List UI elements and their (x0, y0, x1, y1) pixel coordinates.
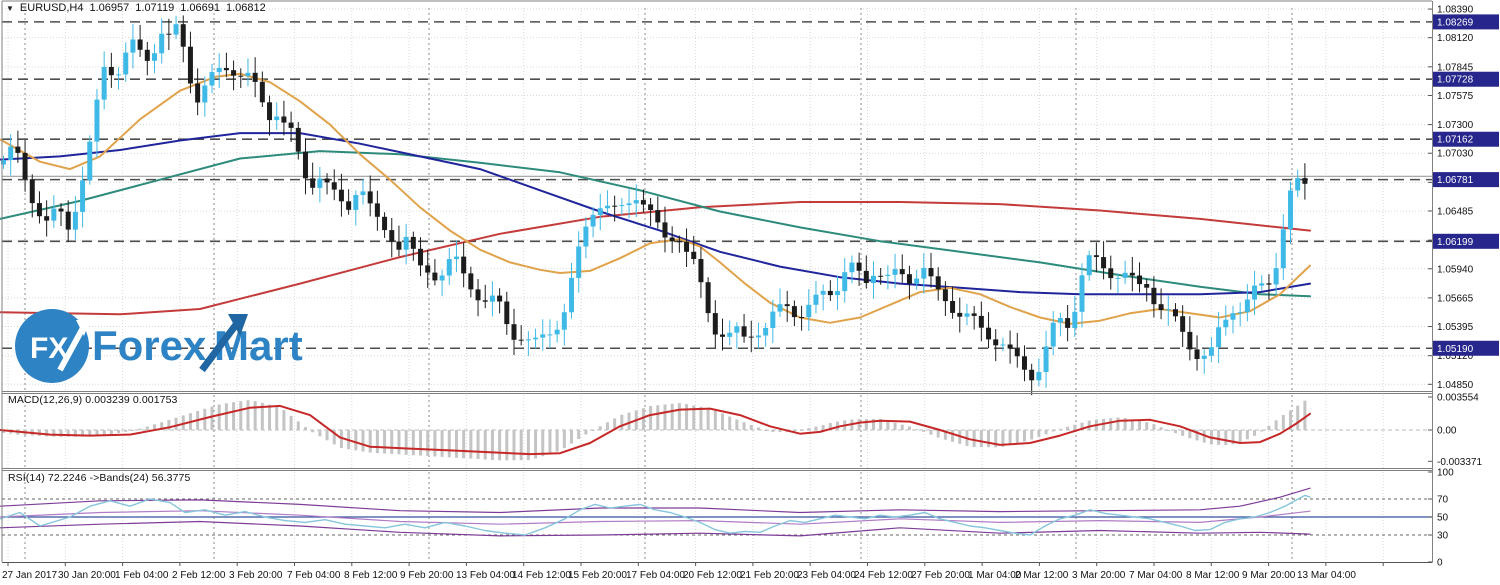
price-tag-label: 1.06199 (1437, 237, 1474, 248)
rsi-axis-label: 100 (1437, 468, 1454, 479)
time-axis-label: 13 Mar 04:00 (1297, 570, 1356, 581)
macd-axis-label: 0.00 (1437, 426, 1457, 437)
time-axis-label: 9 Mar 20:00 (1242, 570, 1296, 581)
time-axis-label: 13 Feb 04:00 (456, 570, 515, 581)
time-axis-label: 23 Feb 04:00 (797, 570, 856, 581)
price-axis-label: 1.08390 (1437, 5, 1474, 16)
macd-axis-label: -0.003371 (1437, 457, 1482, 468)
price-axis-label: 1.07030 (1437, 149, 1474, 160)
ma-orange (0, 72, 1311, 325)
time-axis-label: 21 Feb 20:00 (740, 570, 799, 581)
rsi-band-upper (0, 487, 1311, 514)
brand-arrow-icon (199, 314, 248, 373)
price-axis-label: 1.04850 (1437, 380, 1474, 391)
price-axis-label: 1.07300 (1437, 120, 1474, 131)
rsi-band-middle (0, 510, 1311, 525)
time-axis-label: 17 Feb 04:00 (626, 570, 685, 581)
time-axis-label: 9 Feb 20:00 (400, 570, 454, 581)
price-axis-label: 1.05940 (1437, 264, 1474, 275)
quote-low: 1.06691 (180, 2, 220, 14)
macd-signal-line (0, 404, 1311, 456)
ma-navy (0, 132, 1311, 296)
price-tag (1433, 172, 1499, 188)
price-axis-label: 1.07575 (1437, 91, 1474, 102)
quote-high: 1.07119 (135, 2, 175, 14)
time-axis-label: 7 Feb 04:00 (287, 570, 341, 581)
rsi-band-lower (0, 520, 1311, 537)
brand-text-forex: Forex (92, 322, 207, 369)
time-axis-label: 20 Feb 12:00 (683, 570, 742, 581)
forexmart-logo-mark: FX (15, 309, 90, 383)
price-tag-label: 1.05190 (1437, 344, 1474, 355)
quote-open: 1.06957 (89, 2, 130, 14)
forexmart-watermark: FX Forex Mart (6, 296, 336, 401)
price-tag (1433, 71, 1499, 87)
price-axis-label: 1.07845 (1437, 62, 1474, 73)
price-tag-label: 1.08269 (1437, 17, 1474, 28)
time-axis-label: 24 Feb 12:00 (854, 570, 913, 581)
time-axis-label: 2 Feb 12:00 (172, 570, 226, 581)
price-tag-label: 1.06781 (1437, 175, 1474, 186)
time-axis-label: 27 Feb 20:00 (911, 570, 970, 581)
rsi-line (0, 494, 1311, 536)
price-axis-label: 1.06485 (1437, 206, 1474, 217)
symbol-period-label: EURUSD,H4 (19, 2, 84, 14)
time-axis-label: 7 Mar 04:00 (1129, 570, 1183, 581)
time-axis-label: 8 Feb 12:00 (344, 570, 398, 581)
quote-header: ▼ EURUSD,H4 1.06957 1.07119 1.06691 1.06… (6, 2, 266, 14)
price-tag (1433, 131, 1499, 147)
quote-close: 1.06812 (225, 2, 266, 14)
time-axis-label: 8 Mar 12:00 (1186, 570, 1240, 581)
price-axis-label: 1.05120 (1437, 351, 1474, 362)
price-tag (1433, 340, 1499, 356)
ma-red-slow (0, 201, 1311, 316)
logo-arrow-icon (57, 324, 87, 372)
time-axis-label: 14 Feb 12:00 (512, 570, 571, 581)
price-tag-label: 1.07162 (1437, 135, 1474, 146)
time-axis-label: 15 Feb 20:00 (568, 570, 627, 581)
time-axis-label: 3 Feb 20:00 (229, 570, 283, 581)
macd-axis-label: 0.003554 (1437, 393, 1479, 404)
price-tag (1433, 233, 1499, 249)
rsi-axis-label: 50 (1437, 513, 1449, 524)
logo-fx-text: FX (30, 332, 68, 365)
ma-teal (0, 150, 1311, 298)
time-axis-label: 1 Feb 04:00 (115, 570, 169, 581)
rsi-axis-label: 0 (1437, 558, 1443, 569)
candles-group (1, 15, 1308, 396)
time-axis-label: 3 Mar 20:00 (1072, 570, 1126, 581)
macd-indicator-label: MACD(12,26,9) 0.003239 0.001753 (8, 394, 178, 406)
chevron-down-icon[interactable]: ▼ (6, 3, 14, 13)
price-axis-label: 1.05665 (1437, 293, 1474, 304)
time-axis-label: 30 Jan 20:00 (58, 570, 116, 581)
price-tag (1433, 14, 1499, 30)
brand-text-mart: Mart (214, 322, 303, 369)
time-axis-label: 1 Mar 04:00 (968, 570, 1022, 581)
price-axis-label: 1.05395 (1437, 322, 1474, 333)
time-axis-label: 27 Jan 2017 (2, 570, 57, 581)
rsi-axis-label: 70 (1437, 495, 1449, 506)
price-tag-label: 1.07728 (1437, 75, 1474, 86)
rsi-indicator-label: RSI(14) 72.2246 ->Bands(24) 56.3775 (8, 472, 191, 484)
time-axis-label: 2 Mar 12:00 (1015, 570, 1069, 581)
price-axis-label: 1.08120 (1437, 33, 1474, 44)
rsi-axis-label: 30 (1437, 531, 1449, 542)
